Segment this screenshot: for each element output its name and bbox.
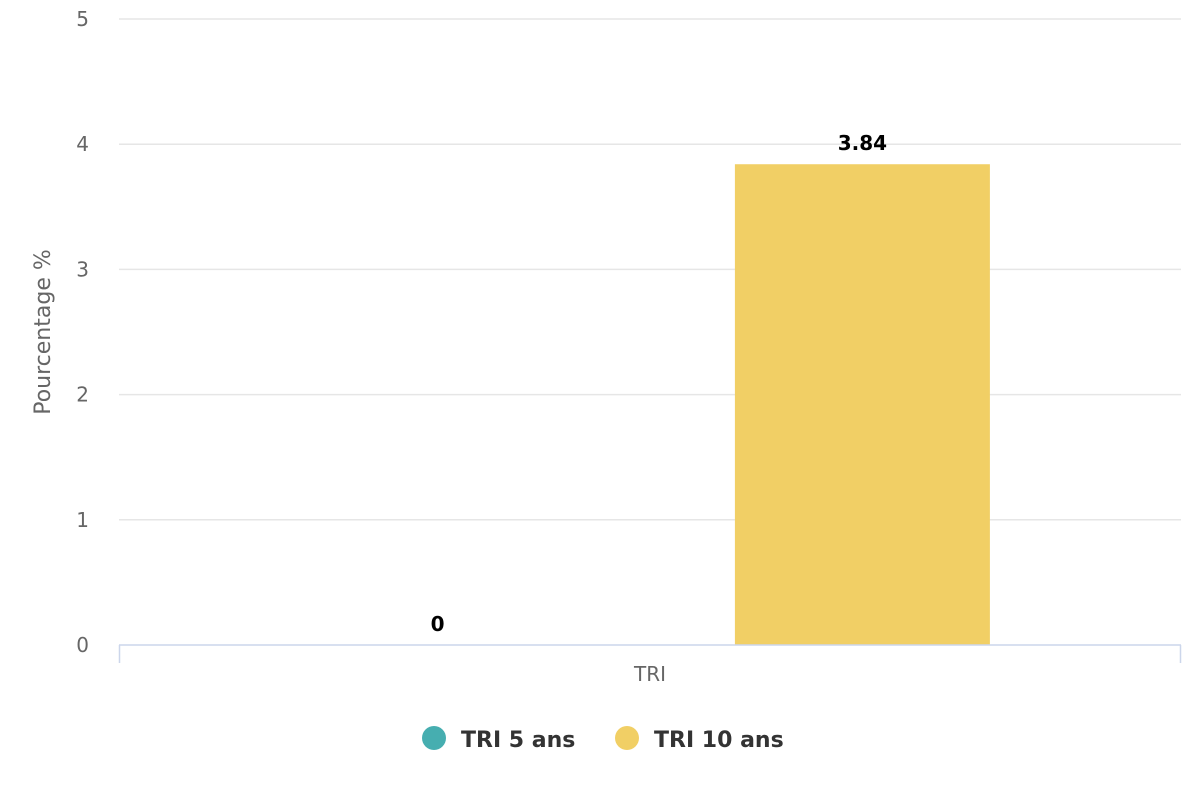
y-tick-labels: 0 1 2 3 4 5 [76, 7, 89, 657]
y-tick-label: 2 [76, 383, 89, 407]
legend-marker [422, 726, 446, 750]
data-labels: 03.84 [431, 131, 887, 636]
y-tick-label: 3 [76, 257, 89, 281]
data-label: 3.84 [838, 131, 887, 155]
legend-item-tri-10-ans[interactable]: TRI 10 ans [615, 726, 784, 753]
bar-tri-10-ans[interactable] [734, 164, 990, 645]
x-tick-label: TRI [633, 662, 666, 686]
legend: TRI 5 ans TRI 10 ans [422, 726, 784, 753]
legend-item-tri-5-ans[interactable]: TRI 5 ans [422, 726, 575, 753]
y-tick-label: 0 [76, 633, 89, 657]
y-tick-label: 5 [76, 7, 89, 31]
bars [734, 164, 990, 645]
data-label: 0 [431, 612, 445, 636]
y-tick-label: 4 [76, 132, 89, 156]
y-gridlines [119, 18, 1181, 521]
legend-label: TRI 10 ans [654, 728, 784, 753]
y-axis-title: Pourcentage % [31, 249, 56, 415]
legend-marker [615, 726, 639, 750]
x-tick-labels: TRI [633, 662, 666, 686]
y-tick-label: 1 [76, 508, 89, 532]
legend-label: TRI 5 ans [461, 728, 575, 753]
